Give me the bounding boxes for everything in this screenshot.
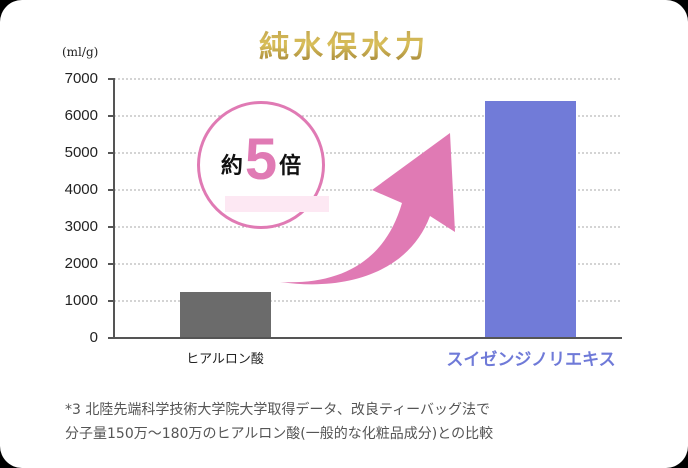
ratio-badge: 約5倍 — [197, 101, 329, 229]
bar-sacran — [485, 101, 576, 338]
growth-arrow-icon — [280, 133, 455, 285]
badge-suffix: 倍 — [279, 154, 302, 179]
category-label-sacran: スイゼンジノリエキス — [446, 350, 616, 370]
badge-highlight — [225, 196, 329, 212]
y-axis-unit: (ml/g) — [62, 45, 99, 59]
chart-title: 純水保水力 — [0, 22, 688, 66]
y-tick-2000: 2000 — [64, 255, 98, 272]
y-tick-7000: 7000 — [64, 70, 98, 87]
footnote: *3 北陸先端科学技術大学院大学取得データ、改良ティーバッグ法で 分子量150万… — [65, 398, 493, 446]
badge-prefix: 約 — [220, 154, 243, 179]
bar-hyaluronic-acid — [180, 292, 271, 338]
badge-number: 5 — [244, 127, 278, 192]
y-tick-3000: 3000 — [64, 218, 98, 235]
y-tick-6000: 6000 — [64, 107, 98, 124]
category-label-hyaluronic-acid: ヒアルロン酸 — [186, 352, 264, 367]
y-tick-5000: 5000 — [64, 144, 98, 161]
y-tick-1000: 1000 — [64, 292, 98, 309]
footnote-line-1: *3 北陸先端科学技術大学院大学取得データ、改良ティーバッグ法で — [65, 402, 490, 418]
axes — [108, 78, 622, 339]
footnote-line-2: 分子量150万〜180万のヒアルロン酸(一般的な化粧品成分)との比較 — [65, 426, 494, 442]
y-tick-0: 0 — [89, 329, 98, 346]
y-tick-4000: 4000 — [64, 181, 98, 198]
